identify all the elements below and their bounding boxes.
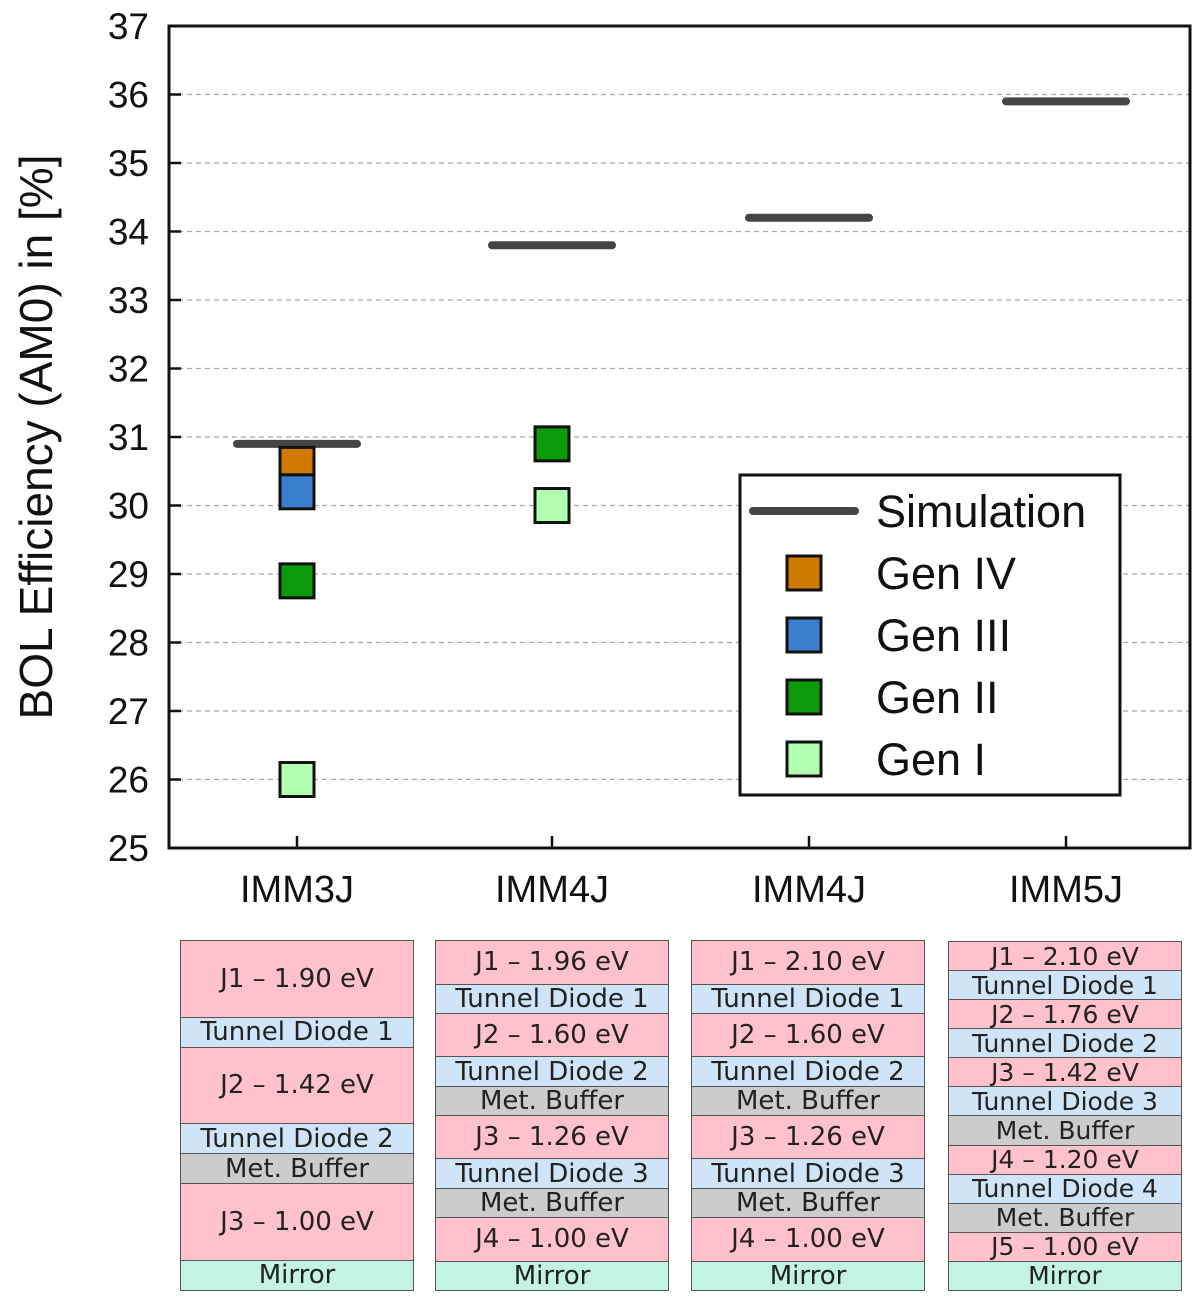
layer-stack-imm4j: J1 – 1.96 eV Tunnel Diode 1 J2 – 1.60 eV Tu… — [435, 940, 669, 1291]
tunnel-layer: Tunnel Diode 1 — [692, 983, 924, 1013]
legend-swatch — [785, 554, 823, 592]
plot-frame — [167, 24, 1192, 850]
gen-ii-point — [533, 425, 571, 463]
y-tick-label: 34 — [108, 212, 149, 253]
buffer-layer: Met. Buffer — [181, 1153, 413, 1184]
y-tick-label: 35 — [108, 143, 149, 184]
mirror-layer: Mirror — [949, 1260, 1181, 1290]
y-tick-label: 27 — [108, 691, 149, 732]
x-category-label: IMM4J — [752, 869, 866, 911]
tunnel-layer: Tunnel Diode 1 — [949, 970, 1181, 1000]
layer-stack-imm3j: J1 – 1.90 eV Tunnel Diode 1 J2 – 1.42 eV Tu… — [180, 940, 414, 1291]
gen-i-point — [278, 761, 316, 798]
legend-swatch — [785, 740, 823, 778]
buffer-layer: Met. Buffer — [692, 1085, 924, 1115]
y-tick-label: 33 — [108, 280, 149, 321]
legend-label: Gen III — [876, 610, 1011, 661]
y-tick-label: 31 — [108, 417, 149, 458]
junction-layer: J3 – 1.26 eV — [436, 1114, 668, 1159]
junction-layer: J2 – 1.60 eV — [436, 1012, 668, 1057]
buffer-layer: Met. Buffer — [436, 1085, 668, 1115]
x-axis-categories: IMM3J IMM4J IMM4J IMM5J — [240, 836, 1123, 911]
junction-layer: J2 – 1.60 eV — [692, 1012, 924, 1057]
junction-layer: J1 – 1.90 eV — [181, 941, 413, 1017]
tunnel-layer: Tunnel Diode 2 — [692, 1056, 924, 1086]
y-tick-label: 30 — [108, 486, 149, 527]
layer-stack-imm5j: J1 – 2.10 eV Tunnel Diode 1 J2 – 1.76 eV Tu… — [948, 941, 1182, 1291]
legend-label: Gen I — [876, 734, 986, 785]
tunnel-layer: Tunnel Diode 1 — [181, 1016, 413, 1047]
junction-layer: J5 – 1.00 eV — [949, 1231, 1181, 1261]
junction-layer: J1 – 1.96 eV — [436, 941, 668, 984]
x-category-label: IMM4J — [495, 869, 609, 911]
buffer-layer: Met. Buffer — [436, 1187, 668, 1218]
tunnel-layer: Tunnel Diode 3 — [949, 1086, 1181, 1116]
mirror-layer: Mirror — [436, 1260, 668, 1290]
mirror-layer: Mirror — [181, 1259, 413, 1290]
legend-label: Simulation — [876, 486, 1086, 537]
gen-iii-point — [278, 473, 316, 511]
buffer-layer: Met. Buffer — [949, 1115, 1181, 1145]
x-category-label: IMM5J — [1009, 869, 1123, 911]
tunnel-layer: Tunnel Diode 3 — [692, 1158, 924, 1188]
x-category-label: IMM3J — [240, 869, 354, 911]
y-axis-ticks: 25 26 27 28 29 30 31 32 33 34 35 36 37 — [108, 6, 181, 869]
junction-layer: J2 – 1.76 eV — [949, 999, 1181, 1029]
tunnel-layer: Tunnel Diode 2 — [181, 1123, 413, 1154]
legend-label: Gen II — [876, 672, 999, 723]
junction-layer: J4 – 1.20 eV — [949, 1144, 1181, 1174]
legend: Simulation Gen IV Gen III Gen II Gen I — [738, 473, 1122, 797]
legend-swatch — [785, 678, 823, 716]
tunnel-layer: Tunnel Diode 4 — [949, 1173, 1181, 1203]
junction-layer: J3 – 1.42 eV — [949, 1057, 1181, 1087]
junction-layer: J1 – 2.10 eV — [692, 941, 924, 984]
junction-layer: J3 – 1.26 eV — [692, 1114, 924, 1159]
tunnel-layer: Tunnel Diode 2 — [436, 1056, 668, 1086]
legend-label: Gen IV — [876, 548, 1016, 599]
layer-stack-imm4j: J1 – 2.10 eV Tunnel Diode 1 J2 – 1.60 eV Tu… — [691, 940, 925, 1291]
y-tick-label: 26 — [108, 760, 149, 801]
junction-layer: J4 – 1.00 eV — [692, 1217, 924, 1261]
y-tick-label: 29 — [108, 554, 149, 595]
data-marks — [233, 97, 1130, 798]
junction-layer: J2 – 1.42 eV — [181, 1046, 413, 1124]
mirror-layer: Mirror — [692, 1260, 924, 1290]
y-tick-label: 37 — [108, 6, 149, 47]
tunnel-layer: Tunnel Diode 2 — [949, 1028, 1181, 1058]
gen-ii-point — [278, 562, 316, 600]
y-tick-label: 28 — [108, 623, 149, 664]
legend-swatch — [785, 616, 823, 654]
y-axis-title: BOL Efficiency (AM0) in [%] — [10, 155, 62, 720]
tunnel-layer: Tunnel Diode 1 — [436, 983, 668, 1013]
junction-layer: J4 – 1.00 eV — [436, 1217, 668, 1261]
y-tick-label: 36 — [108, 75, 149, 116]
buffer-layer: Met. Buffer — [692, 1187, 924, 1218]
junction-layer: J3 – 1.00 eV — [181, 1183, 413, 1260]
buffer-layer: Met. Buffer — [949, 1202, 1181, 1232]
y-tick-label: 32 — [108, 349, 149, 390]
gen-i-point — [533, 487, 571, 524]
junction-layer: J1 – 2.10 eV — [949, 942, 1181, 971]
tunnel-layer: Tunnel Diode 3 — [436, 1158, 668, 1188]
y-tick-label: 25 — [108, 828, 149, 869]
